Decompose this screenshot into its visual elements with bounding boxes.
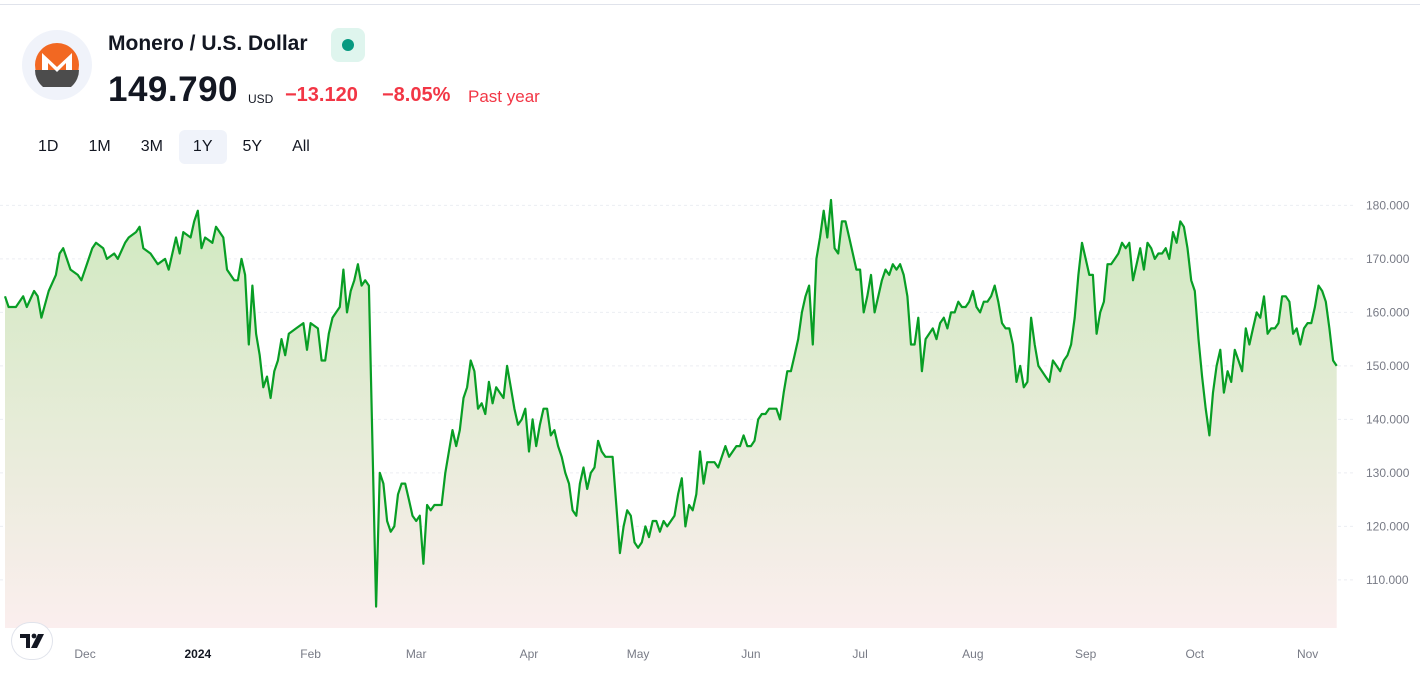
y-tick-label: 170.000 — [1366, 252, 1410, 266]
x-tick-label: Sep — [1075, 647, 1097, 661]
tradingview-logo-icon[interactable] — [12, 623, 52, 659]
price-change: −13.120 — [285, 84, 358, 106]
price-currency: USD — [248, 92, 274, 106]
x-tick-label: Jul — [852, 647, 867, 661]
x-tick-label: Oct — [1185, 647, 1204, 661]
x-tick-label: May — [627, 647, 650, 661]
x-tick-label: Dec — [74, 647, 95, 661]
x-tick-label: Mar — [406, 647, 427, 661]
price-line — [3, 198, 1338, 608]
x-tick-label: Aug — [962, 647, 983, 661]
range-tab-3m[interactable]: 3M — [140, 138, 163, 155]
x-tick-label: Jun — [741, 647, 760, 661]
x-tick-label: Feb — [300, 647, 321, 661]
x-tick-label: Apr — [520, 647, 539, 661]
price-change-percent: −8.05% — [382, 84, 451, 106]
x-tick-label: Nov — [1297, 647, 1318, 661]
monero-logo-icon — [22, 30, 92, 100]
y-tick-label: 180.000 — [1366, 198, 1410, 212]
y-tick-label: 140.000 — [1366, 412, 1410, 426]
symbol-name: Monero / U.S. Dollar — [108, 32, 308, 55]
range-tab-1m[interactable]: 1M — [88, 138, 111, 155]
x-tick-label: 2024 — [184, 647, 211, 661]
y-tick-label: 150.000 — [1366, 359, 1410, 373]
y-tick-label: 160.000 — [1366, 305, 1410, 319]
last-price: 149.790 — [108, 70, 239, 109]
change-period: Past year — [468, 87, 540, 106]
range-selector: 1D 1M 3M 1Y 5Y All — [24, 130, 326, 164]
price-area-fill — [5, 200, 1337, 628]
market-open-dot-icon[interactable] — [331, 28, 365, 62]
y-tick-label: 130.000 — [1366, 466, 1410, 480]
range-tab-1y[interactable]: 1Y — [178, 130, 227, 164]
range-tab-1d[interactable]: 1D — [38, 138, 59, 155]
top-divider — [0, 4, 1420, 5]
range-tab-all[interactable]: All — [292, 138, 310, 155]
y-tick-label: 110.000 — [1366, 573, 1409, 587]
y-tick-label: 120.000 — [1366, 519, 1410, 533]
range-tab-5y[interactable]: 5Y — [242, 138, 263, 155]
